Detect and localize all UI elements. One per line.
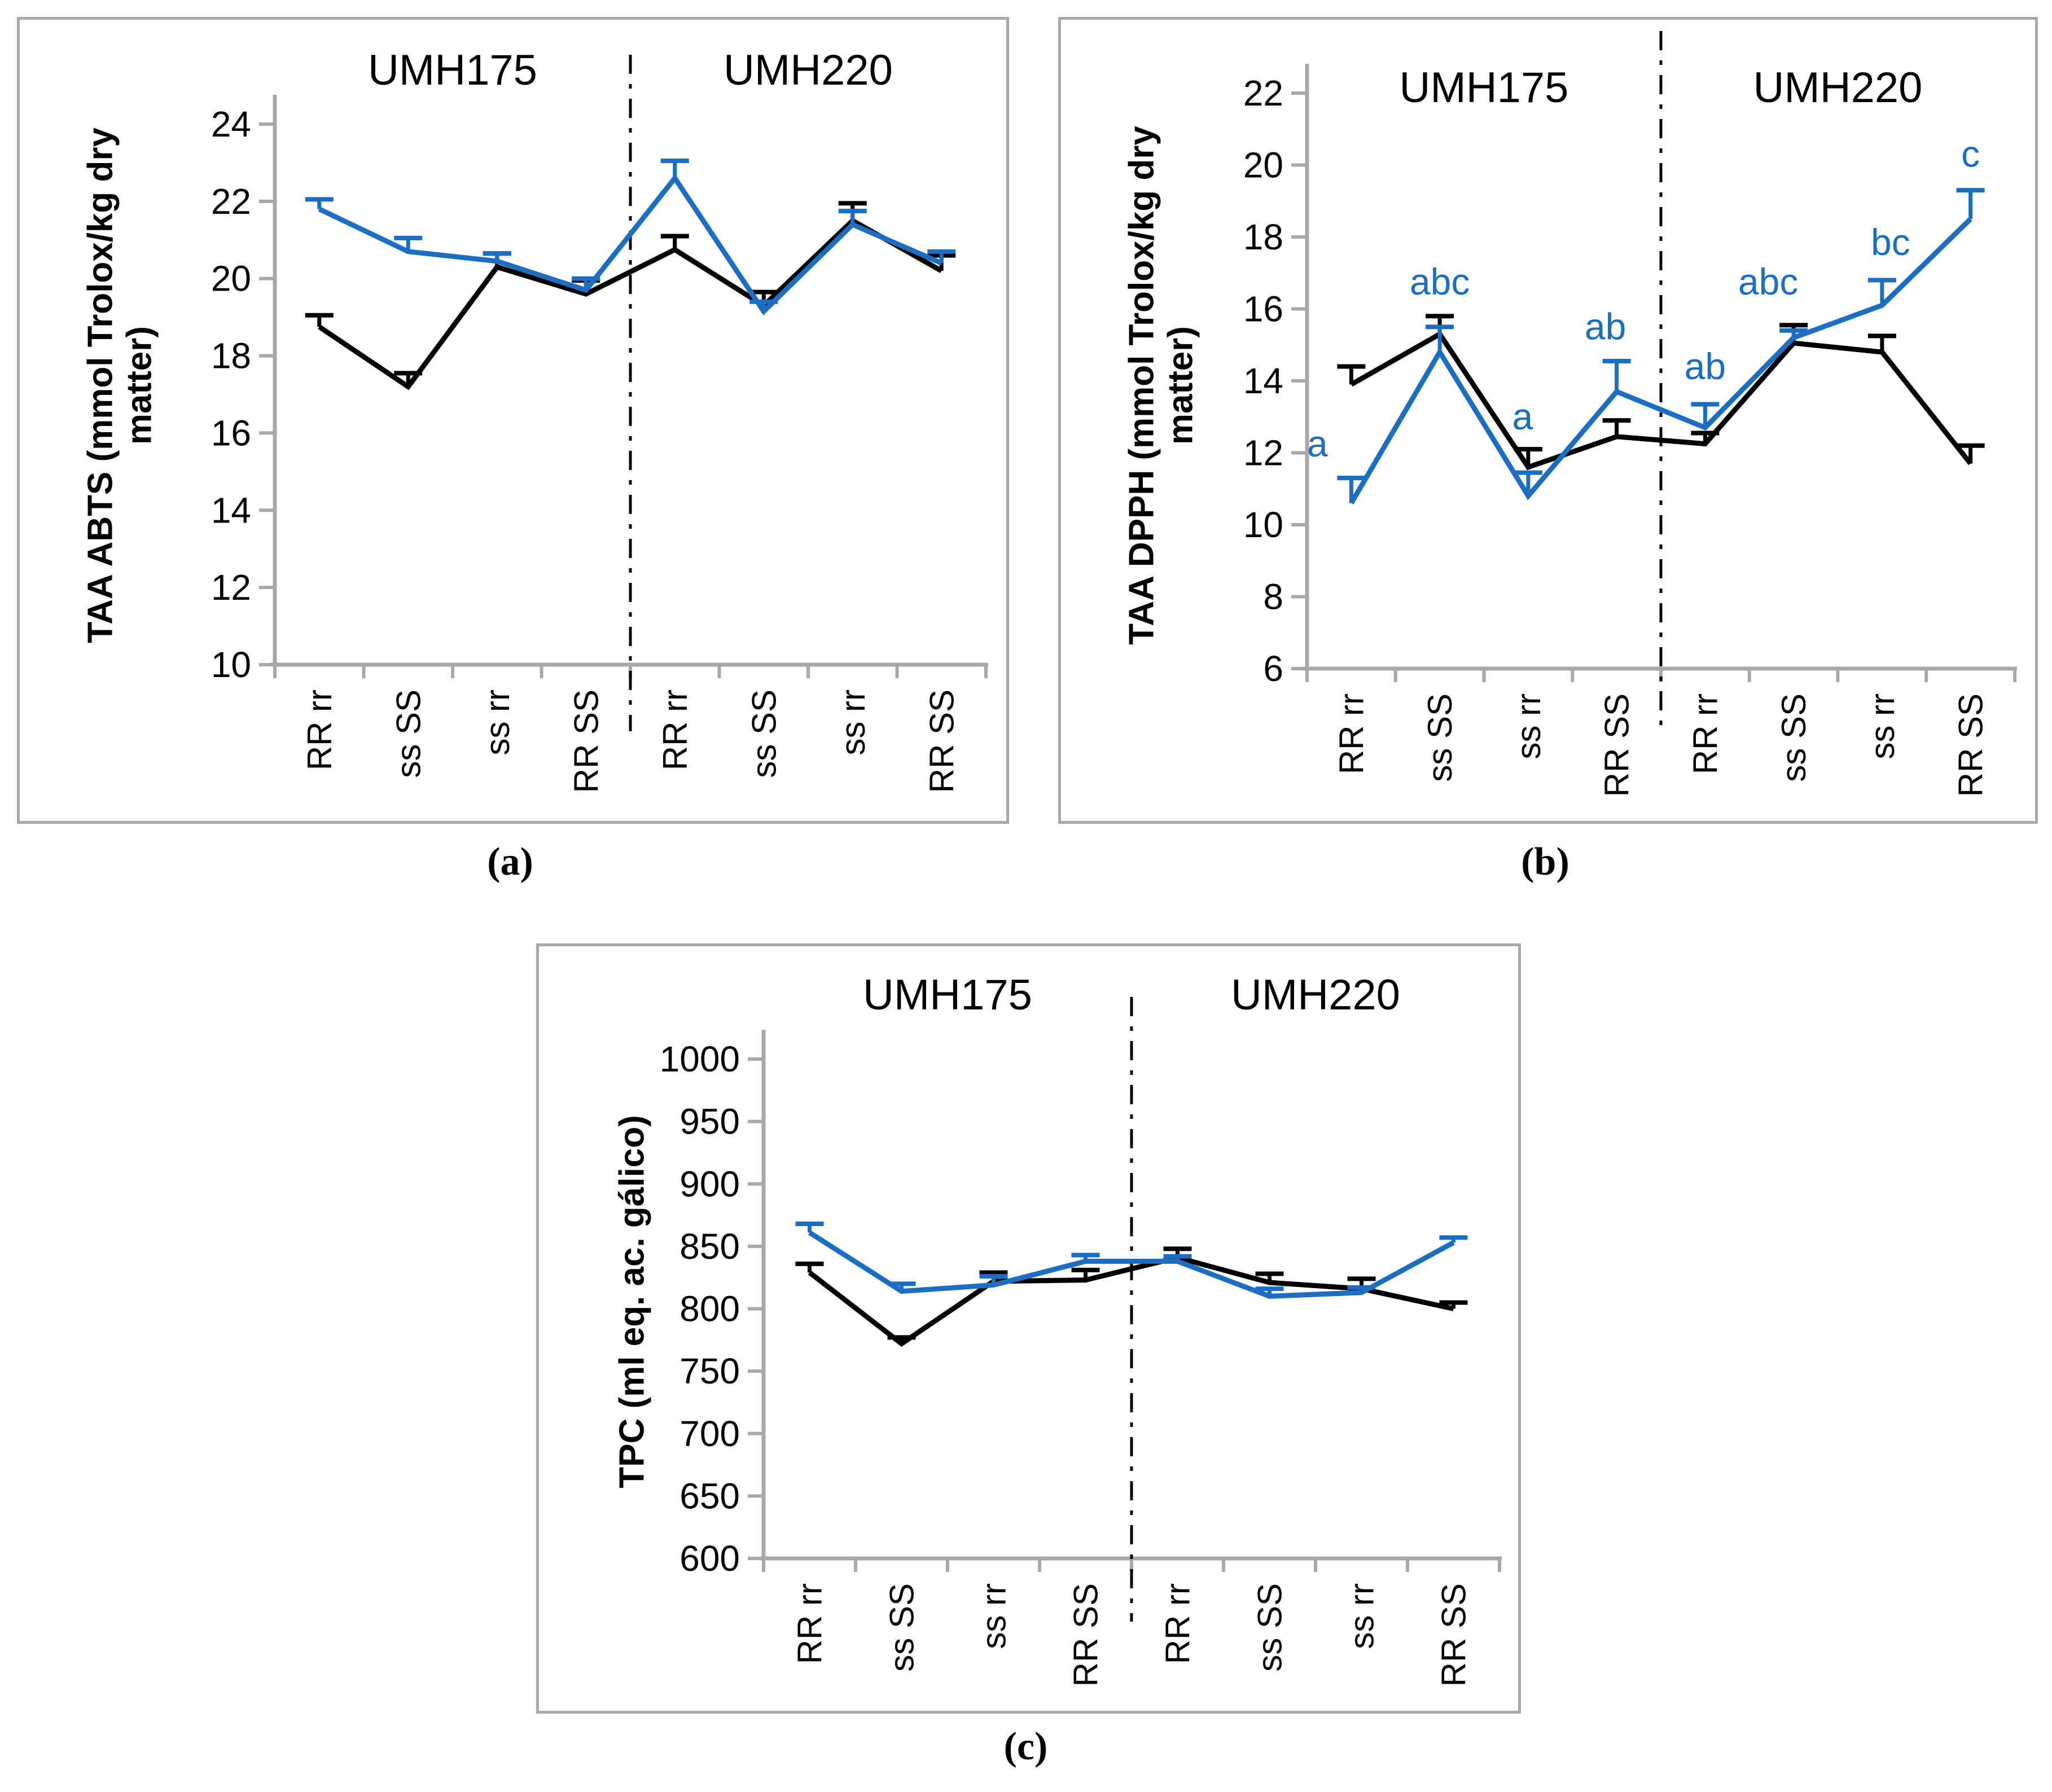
y-tick-label: 20 bbox=[1243, 145, 1283, 186]
chart-tpc-svg: 600 650 700 750 800 850 900 950 1000 RR rr ss SS ss… bbox=[660, 971, 1502, 1686]
y-tick-label: 750 bbox=[679, 1351, 740, 1391]
group-title-right: UMH220 bbox=[1231, 971, 1400, 1019]
y-tick-label: 800 bbox=[679, 1289, 740, 1329]
series-line-black bbox=[318, 217, 943, 390]
panel-chart-tpc: 600 650 700 750 800 850 900 950 1000 RR rr ss SS ss… bbox=[536, 943, 1521, 1714]
significance-label: ab bbox=[1585, 306, 1626, 348]
y-tick-label: 10 bbox=[1243, 504, 1283, 545]
chart-abts-svg: 10 12 14 16 18 20 22 24 RR rr ss SS ss rr RR SS RR r… bbox=[211, 46, 988, 793]
category-label: ss SS bbox=[883, 1583, 921, 1672]
panel-chart-dpph: 6 8 10 12 14 16 18 20 22 RR rr ss SS ss rr RR SS RR r… bbox=[1058, 17, 2038, 824]
significance-label: ab bbox=[1685, 345, 1726, 387]
category-label: RR SS bbox=[1952, 693, 1990, 797]
category-label: RR SS bbox=[567, 689, 605, 793]
category-label: RR SS bbox=[1067, 1583, 1105, 1686]
category-label: ss rr bbox=[1864, 693, 1901, 759]
y-tick-label: 12 bbox=[211, 567, 251, 608]
group-title-left: UMH175 bbox=[863, 971, 1032, 1019]
y-tick-label: 22 bbox=[211, 181, 251, 222]
y-tick-label: 18 bbox=[1243, 217, 1283, 257]
y-tick-label: 14 bbox=[1243, 361, 1283, 401]
caption-a: (a) bbox=[487, 840, 533, 884]
group-title-left: UMH175 bbox=[1400, 64, 1569, 112]
significance-label: a bbox=[1512, 396, 1533, 437]
category-label: RR rr bbox=[1159, 1583, 1197, 1664]
category-label: RR rr bbox=[301, 689, 339, 770]
y-tick-label: 16 bbox=[211, 412, 251, 453]
y-tick-label: 12 bbox=[1243, 433, 1283, 473]
y-tick-label: 24 bbox=[211, 104, 251, 144]
category-label: ss rr bbox=[975, 1583, 1013, 1649]
y-tick-label: 20 bbox=[211, 258, 251, 299]
y-tick-label: 850 bbox=[679, 1226, 740, 1267]
series-line-black bbox=[1350, 331, 1973, 471]
y-tick-label: 14 bbox=[211, 490, 251, 530]
significance-label: abc bbox=[1738, 261, 1798, 302]
chart-dpph-svg: 6 8 10 12 14 16 18 20 22 RR rr ss SS ss rr RR SS RR r… bbox=[1243, 31, 2017, 797]
y-tick-label: 600 bbox=[679, 1538, 740, 1579]
group-title-left: UMH175 bbox=[368, 46, 537, 94]
category-label: ss SS bbox=[1775, 693, 1813, 782]
group-title-right: UMH220 bbox=[724, 46, 893, 94]
significance-label: c bbox=[1961, 133, 1980, 175]
category-label: RR rr bbox=[1686, 693, 1724, 774]
category-label: RR SS bbox=[1435, 1583, 1473, 1686]
y-tick-label: 16 bbox=[1243, 289, 1283, 330]
significance-label: bc bbox=[1871, 221, 1910, 263]
category-label: ss SS bbox=[389, 689, 427, 778]
category-label: ss rr bbox=[479, 689, 516, 756]
y-tick-label: 8 bbox=[1263, 577, 1283, 617]
panel-chart-abts: 10 12 14 16 18 20 22 24 RR rr ss SS ss rr RR SS RR r… bbox=[17, 17, 1009, 824]
category-label: ss SS bbox=[1421, 693, 1459, 782]
category-label: ss rr bbox=[1510, 693, 1547, 759]
y-axis-label-dpph: TAA DPPH (mmol Trolox/kg dry matter) bbox=[1122, 126, 1200, 645]
series-line-blue bbox=[318, 174, 943, 315]
y-tick-label: 900 bbox=[679, 1163, 740, 1204]
y-tick-label: 650 bbox=[679, 1475, 740, 1516]
significance-label: a bbox=[1307, 423, 1328, 464]
category-label: ss rr bbox=[834, 689, 872, 756]
category-label: ss rr bbox=[1343, 1583, 1381, 1649]
y-tick-label: 22 bbox=[1243, 73, 1283, 113]
category-label: ss SS bbox=[1251, 1583, 1289, 1672]
category-label: RR SS bbox=[923, 689, 961, 793]
y-tick-label: 700 bbox=[679, 1413, 740, 1454]
y-axis-label-tpc: TPC (ml eq. ac. gálico) bbox=[612, 1115, 652, 1488]
series-line-blue bbox=[808, 1230, 1455, 1299]
category-label: RR SS bbox=[1598, 693, 1636, 797]
series-line-black bbox=[808, 1255, 1454, 1347]
y-tick-label: 1000 bbox=[660, 1039, 740, 1079]
caption-b: (b) bbox=[1521, 840, 1569, 884]
y-tick-label: 18 bbox=[211, 336, 251, 376]
series-line-blue bbox=[1349, 217, 1972, 505]
y-tick-label: 950 bbox=[679, 1101, 740, 1142]
caption-c: (c) bbox=[1003, 1725, 1048, 1768]
significance-label: abc bbox=[1410, 261, 1470, 302]
y-axis-label-abts: TAA ABTS (mmol Trolox/kg dry matter) bbox=[81, 128, 159, 643]
category-label: RR rr bbox=[791, 1583, 829, 1664]
category-label: RR rr bbox=[656, 689, 694, 770]
category-label: RR rr bbox=[1332, 693, 1370, 774]
category-label: ss SS bbox=[745, 689, 783, 778]
y-tick-label: 10 bbox=[211, 644, 251, 685]
y-tick-label: 6 bbox=[1263, 648, 1283, 689]
group-title-right: UMH220 bbox=[1753, 64, 1923, 112]
